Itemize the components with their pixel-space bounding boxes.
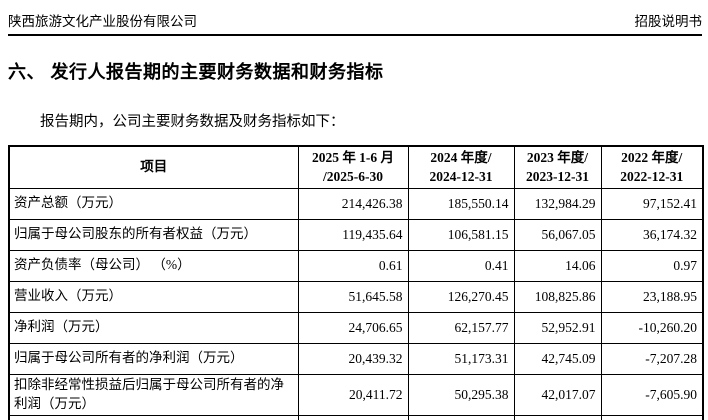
financial-data-table: 项目 2025 年 1-6 月 /2025-6-30 2024 年度/ 2024…: [8, 145, 704, 420]
cell-value: 56,067.05: [513, 218, 602, 251]
cell-value: 185,550.14: [407, 187, 515, 220]
company-name: 陕西旅游文化产业股份有限公司: [8, 14, 197, 29]
column-header-text: 2024 年度/: [430, 149, 492, 165]
column-header-2022: 2022 年度/ 2022-12-31: [600, 145, 704, 189]
table-row-clipped: [8, 414, 704, 420]
cell-value: 62,157.77: [407, 311, 515, 344]
cell-value: [407, 414, 515, 420]
cell-value: 97,152.41: [600, 187, 704, 220]
cell-value: 51,645.58: [297, 280, 409, 313]
cell-value: 0.97: [600, 249, 704, 282]
cell-value: 0.41: [407, 249, 515, 282]
row-item-label: 营业收入（万元）: [8, 280, 299, 313]
cell-value: 50,295.38: [407, 373, 515, 416]
cell-value: [297, 414, 409, 420]
row-item-label: 归属于母公司股东的所有者权益（万元）: [8, 218, 299, 251]
row-item-label: 归属于母公司所有者的净利润（万元）: [8, 342, 299, 375]
table-header-row: 项目 2025 年 1-6 月 /2025-6-30 2024 年度/ 2024…: [8, 145, 704, 189]
table-row-parent-equity: 归属于母公司股东的所有者权益（万元） 119,435.64 106,581.15…: [8, 218, 704, 251]
cell-value: 106,581.15: [407, 218, 515, 251]
table-row-deducted-net-profit: 扣除非经常性损益后归属于母公司所有者的净利润（万元） 20,411.72 50,…: [8, 373, 704, 416]
row-item-label: 资产负债率（母公司） （%）: [8, 249, 299, 282]
column-header-2025: 2025 年 1-6 月 /2025-6-30: [297, 145, 409, 189]
cell-value: 119,435.64: [297, 218, 409, 251]
cell-value: 214,426.38: [297, 187, 409, 220]
cell-value: 0.61: [297, 249, 409, 282]
table-row-debt-ratio: 资产负债率（母公司） （%） 0.61 0.41 14.06 0.97: [8, 249, 704, 282]
table-row-revenue: 营业收入（万元） 51,645.58 126,270.45 108,825.86…: [8, 280, 704, 313]
cell-value: 51,173.31: [407, 342, 515, 375]
table-row-parent-net-profit: 归属于母公司所有者的净利润（万元） 20,439.32 51,173.31 42…: [8, 342, 704, 375]
table-row-total-assets: 资产总额（万元） 214,426.38 185,550.14 132,984.2…: [8, 187, 704, 220]
cell-value: 20,411.72: [297, 373, 409, 416]
cell-value: 108,825.86: [513, 280, 602, 313]
doc-type-label: 招股说明书: [634, 14, 703, 29]
cell-value: 36,174.32: [600, 218, 704, 251]
row-item-label: 扣除非经常性损益后归属于母公司所有者的净利润（万元）: [8, 373, 299, 416]
column-header-text: 项目: [140, 159, 168, 175]
column-header-text: 2024-12-31: [429, 169, 493, 185]
cell-value: 23,188.95: [600, 280, 704, 313]
column-header-text: 2025 年 1-6 月: [311, 149, 395, 165]
cell-value: 24,706.65: [297, 311, 409, 344]
cell-value: 14.06: [513, 249, 602, 282]
row-item-label: 净利润（万元）: [8, 311, 299, 344]
cell-value: [513, 414, 602, 420]
column-header-text: 2023-12-31: [526, 169, 589, 185]
intro-paragraph: 报告期内，公司主要财务数据及财务指标如下：: [40, 114, 345, 130]
cell-value: 52,952.91: [513, 311, 602, 344]
cell-value: 126,270.45: [407, 280, 515, 313]
section-title: 六、 发行人报告期的主要财务数据和财务指标: [8, 62, 384, 82]
column-header-2024: 2024 年度/ 2024-12-31: [407, 145, 515, 189]
cell-value: -10,260.20: [600, 311, 704, 344]
cell-value: 42,745.09: [513, 342, 602, 375]
cell-value: 20,439.32: [297, 342, 409, 375]
column-header-item: 项目: [8, 145, 299, 189]
cell-value: 42,017.07: [513, 373, 602, 416]
column-header-2023: 2023 年度/ 2023-12-31: [513, 145, 602, 189]
cell-value: 132,984.29: [513, 187, 602, 220]
row-item-label: 资产总额（万元）: [8, 187, 299, 220]
document-header: 陕西旅游文化产业股份有限公司 招股说明书: [8, 10, 702, 36]
column-header-text: /2025-6-30: [323, 169, 383, 185]
row-item-label: [8, 414, 299, 420]
cell-value: -7,605.90: [600, 373, 704, 416]
cell-value: [600, 414, 704, 420]
column-header-text: 2022-12-31: [620, 169, 684, 185]
column-header-text: 2023 年度/: [526, 149, 589, 165]
column-header-text: 2022 年度/: [621, 149, 683, 165]
table-row-net-profit: 净利润（万元） 24,706.65 62,157.77 52,952.91 -1…: [8, 311, 704, 344]
cell-value: -7,207.28: [600, 342, 704, 375]
